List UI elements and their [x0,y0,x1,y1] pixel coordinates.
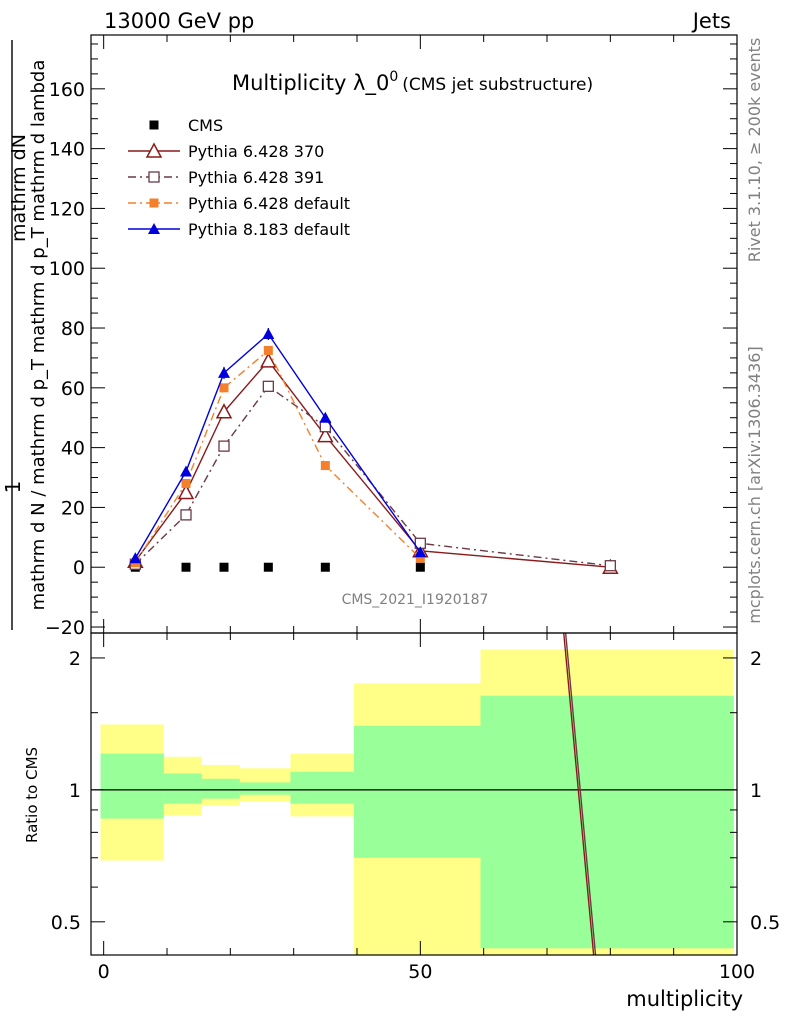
green-band [353,725,481,858]
data-marker [149,120,159,130]
y-tick-label: 60 [61,378,85,400]
ratio-y-tick-label: 0.5 [51,912,81,934]
data-marker [148,223,160,234]
series-line [134,332,421,559]
data-marker [219,383,229,393]
green-band [290,771,354,804]
ratio-line [563,633,595,955]
green-band [201,778,240,799]
main-panel: −20 0 20 40 60 80 100 120 140 160 Multiplicity λ_… [1,34,738,639]
legend-label: Pythia 8.183 default [188,220,350,239]
x-tick-label: 0 [98,961,110,983]
data-marker [263,562,273,572]
data-marker [415,553,425,563]
mcplots-label: mcplots.cern.ch [arXiv:1306.3436] [745,346,764,623]
data-marker [181,562,191,572]
data-marker [262,328,275,339]
y-tick-label: 0 [73,557,85,579]
y-tick-label: 20 [61,497,85,519]
data-marker [320,461,330,471]
rivet-label: Rivet 3.1.10, ≥ 200k events [745,38,764,263]
data-marker [148,171,160,183]
series-2 [129,380,616,572]
legend-entry: Pythia 6.428 default [128,194,350,213]
data-marker [218,366,230,378]
data-marker [181,479,191,488]
green-band [100,753,164,819]
ratio-y-tick-label-right: 2 [750,648,762,670]
ratio-frame [90,632,738,956]
y-tick-label: −20 [45,617,85,639]
data-marker [177,483,195,500]
data-marker [218,440,230,452]
series-line [134,385,611,567]
ratio-y-tick-label: 1 [69,780,81,802]
ratio-y-tick-label: 2 [69,648,81,670]
ratio-ylabel: Ratio to CMS [23,747,41,843]
data-marker [149,198,159,208]
ratio-line [564,633,597,955]
legend-label: Pythia 6.428 370 [188,142,324,161]
legend-entry: Pythia 6.428 370 [128,142,324,161]
energy-label: 13000 GeV pp [104,9,254,33]
series-line [134,359,611,568]
data-marker [215,403,233,419]
ratio-y-tick-label-right: 1 [750,780,762,802]
green-band [239,782,291,795]
y-tick-label: 40 [61,438,85,460]
series-line [134,349,421,564]
series-0 [130,562,615,572]
ylabel-numerator: mathrm dN [8,134,30,242]
data-marker [319,411,332,423]
series-4 [129,328,427,564]
watermark: CMS_2021_I1920187 [342,592,489,608]
legend-label: CMS [188,116,223,135]
x-tick-label: 100 [719,961,755,983]
legend-entry: Pythia 8.183 default [128,220,350,239]
main-title: Multiplicity λ_00 (CMS jet substructure) [232,69,593,96]
y-tick-label: 140 [49,139,85,161]
y-tick-label: 160 [49,79,85,101]
x-tick-label: 50 [408,961,432,983]
series-3 [130,345,425,568]
ratio-panel: 0.5 0.5 1 1 2 2 0 50 100 Ratio to CMS multiplici… [23,632,780,1011]
data-marker [262,380,274,392]
green-band [163,773,202,804]
process-label: Jets [691,9,731,33]
legend-entry: CMS [149,116,223,135]
data-marker [414,546,427,558]
green-band [480,695,734,949]
series-1 [127,352,619,574]
data-marker [415,562,425,572]
data-marker [604,560,616,572]
data-marker [145,142,163,158]
legend: CMS Pythia 6.428 370 Pythia 6.428 391 Pythi… [128,116,350,239]
legend-entry: Pythia 6.428 391 [128,168,324,187]
ratio-y-tick-label-right: 0.5 [750,912,780,934]
data-marker [180,465,192,477]
data-marker [260,352,277,368]
legend-label: Pythia 6.428 default [188,194,350,213]
data-marker [129,552,142,564]
data-marker [219,562,229,572]
ylabel-one: 1 [1,481,25,494]
y-tick-label: 80 [61,318,85,340]
ylabel-denominator: mathrm d N / mathrm d p_T mathrm d p_T m… [28,60,49,611]
data-marker [263,345,273,355]
x-axis-label: multiplicity [626,987,743,1011]
main-ylabel: mathrm dN 1 mathrm d N / mathrm d p_T ma… [1,40,49,630]
data-marker [180,509,192,521]
y-tick-label: 120 [49,198,85,220]
legend-label: Pythia 6.428 391 [188,168,324,187]
data-marker [320,562,330,572]
data-marker [317,427,334,443]
y-tick-label: 100 [49,258,85,280]
